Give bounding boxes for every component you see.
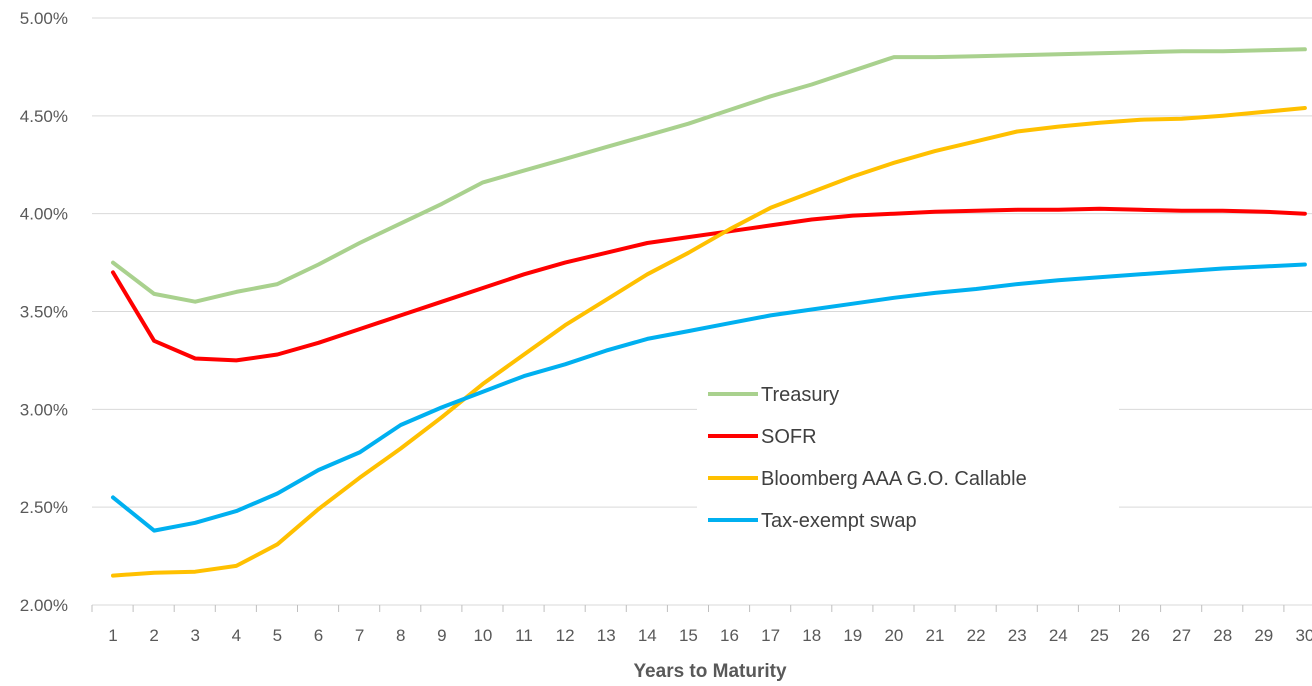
x-tick-label: 27 [1172, 626, 1191, 645]
x-tick-label: 10 [473, 626, 492, 645]
x-tick-label: 22 [967, 626, 986, 645]
x-tick-label: 3 [190, 626, 199, 645]
x-tick-label: 12 [556, 626, 575, 645]
x-tick-label: 19 [843, 626, 862, 645]
y-tick-label: 5.00% [20, 9, 68, 28]
x-tick-label: 30 [1295, 626, 1312, 645]
x-tick-label: 9 [437, 626, 446, 645]
x-tick-label: 26 [1131, 626, 1150, 645]
y-tick-label: 2.50% [20, 498, 68, 517]
x-tick-label: 8 [396, 626, 405, 645]
legend: Treasury SOFR Bloomberg AAA G.O. Callable T… [708, 384, 1027, 532]
x-axis-title: Years to Maturity [633, 661, 787, 682]
series-line-sofr [111, 206, 1307, 363]
series-lines [111, 47, 1307, 578]
x-tick-label: 5 [273, 626, 282, 645]
x-tick-label: 25 [1090, 626, 1109, 645]
x-tick-label: 16 [720, 626, 739, 645]
x-tick-label: 14 [638, 626, 657, 645]
y-axis-tick-labels: 2.00% 2.50% 3.00% 3.50% 4.00% 4.50% 5.00% [20, 9, 68, 615]
x-tick-label: 23 [1008, 626, 1027, 645]
x-tick-label: 18 [802, 626, 821, 645]
x-tick-label: 20 [884, 626, 903, 645]
y-tick-label: 3.00% [20, 400, 68, 419]
legend-label-bloomberg-aaa-g-o-callable: Bloomberg AAA G.O. Callable [761, 468, 1027, 490]
x-tick-label: 7 [355, 626, 364, 645]
x-tick-label: 4 [232, 626, 241, 645]
x-axis: 1 2 3 4 5 6 7 8 9 10 11 12 13 14 15 16 17 18 19 20 21 22 23 24 2… [91, 604, 1312, 645]
x-tick-label: 1 [108, 626, 117, 645]
x-tick-label: 28 [1213, 626, 1232, 645]
x-tick-label: 21 [926, 626, 945, 645]
series-line-bloomberg-aaa-g-o-callable [111, 106, 1307, 578]
x-tick-label: 2 [149, 626, 158, 645]
y-tick-label: 4.50% [20, 107, 68, 126]
x-tick-label: 13 [597, 626, 616, 645]
legend-label-treasury: Treasury [761, 384, 839, 406]
x-tick-label: 17 [761, 626, 780, 645]
x-tick-label: 15 [679, 626, 698, 645]
series-line-tax-exempt-swap [111, 262, 1307, 533]
x-tick-label: 29 [1254, 626, 1273, 645]
x-tick-label: 24 [1049, 626, 1068, 645]
y-tick-label: 2.00% [20, 596, 68, 615]
y-tick-label: 3.50% [20, 303, 68, 322]
legend-label-sofr: SOFR [761, 426, 817, 448]
series-line-treasury [111, 47, 1307, 304]
y-tick-label: 4.00% [20, 205, 68, 224]
x-tick-label: 6 [314, 626, 323, 645]
legend-background [697, 372, 1119, 558]
x-tick-label: 11 [515, 626, 533, 645]
legend-label-tax-exempt-swap: Tax-exempt swap [761, 510, 917, 532]
